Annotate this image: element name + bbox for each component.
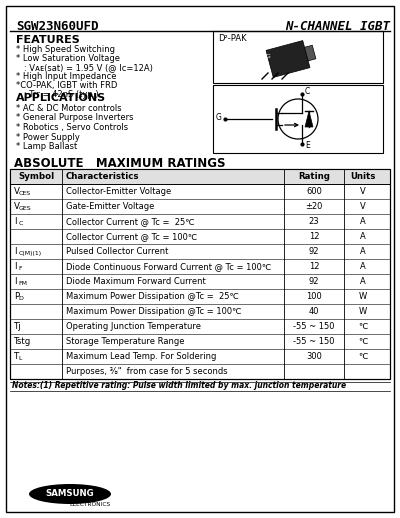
Text: Storage Temperature Range: Storage Temperature Range (66, 337, 184, 346)
Text: ELECTRONICS: ELECTRONICS (69, 502, 111, 508)
Bar (10, 169, 390, 379)
Text: Diode Maximum Forward Current: Diode Maximum Forward Current (66, 277, 206, 286)
Text: V: V (14, 202, 20, 211)
Text: A: A (360, 262, 366, 271)
Text: FEATURES: FEATURES (16, 35, 80, 45)
Text: Diode Continuous Forward Current @ Tc = 100℃: Diode Continuous Forward Current @ Tc = … (66, 262, 271, 271)
Text: ℃: ℃ (358, 352, 368, 361)
Text: F: F (18, 266, 22, 271)
Text: W: W (359, 307, 367, 316)
Text: Collector Current @ Tc = 100℃: Collector Current @ Tc = 100℃ (66, 232, 197, 241)
Text: C: C (18, 221, 23, 226)
Text: : Trr = 42nS (typ.): : Trr = 42nS (typ.) (16, 90, 99, 99)
Polygon shape (304, 45, 316, 61)
Text: I: I (14, 247, 16, 256)
Text: Tj: Tj (14, 322, 22, 331)
Text: C(M)(1): C(M)(1) (18, 251, 42, 256)
Text: Characteristics: Characteristics (66, 172, 140, 181)
Text: D²-PAK: D²-PAK (218, 34, 247, 43)
Bar (213, 85, 383, 153)
Text: A: A (360, 232, 366, 241)
Text: Gate-Emitter Voltage: Gate-Emitter Voltage (66, 202, 154, 211)
Text: Symbol: Symbol (18, 172, 54, 181)
Text: * General Purpose Inverters: * General Purpose Inverters (16, 113, 134, 122)
Text: Maximum Power Dissipation @Tc = 100℃: Maximum Power Dissipation @Tc = 100℃ (66, 307, 242, 316)
Text: SGW23N60UFD: SGW23N60UFD (16, 20, 98, 33)
Text: D: D (18, 296, 23, 301)
Text: ABSOLUTE   MAXIMUM RATINGS: ABSOLUTE MAXIMUM RATINGS (14, 157, 226, 170)
Text: I: I (14, 277, 16, 286)
Bar (10, 169, 390, 184)
Text: * Robotics , Servo Controls: * Robotics , Servo Controls (16, 123, 128, 132)
Text: Tstg: Tstg (14, 337, 31, 346)
Text: APPLICATIONS: APPLICATIONS (16, 93, 106, 103)
Text: * Power Supply: * Power Supply (16, 133, 80, 141)
Text: * High Speed Switching: * High Speed Switching (16, 45, 115, 54)
Text: * High Input Impedance: * High Input Impedance (16, 72, 116, 81)
Text: Units: Units (350, 172, 376, 181)
Text: 12: 12 (309, 232, 319, 241)
Text: 1G: 1G (262, 54, 271, 60)
Text: A: A (360, 247, 366, 256)
Text: Maximum Power Dissipation @Tc =  25℃: Maximum Power Dissipation @Tc = 25℃ (66, 292, 239, 301)
Text: -55 ~ 150: -55 ~ 150 (293, 337, 335, 346)
Text: ℃: ℃ (358, 337, 368, 346)
Polygon shape (305, 111, 313, 127)
Bar (213, 31, 383, 83)
Text: N-CHANNEL IGBT: N-CHANNEL IGBT (285, 20, 390, 33)
Text: Pulsed Collector Current: Pulsed Collector Current (66, 247, 168, 256)
Bar (10, 169, 390, 379)
Ellipse shape (29, 484, 111, 504)
Text: FM: FM (18, 281, 28, 286)
Text: ℃: ℃ (358, 322, 368, 331)
Text: V: V (14, 187, 20, 196)
Polygon shape (266, 40, 310, 77)
Text: Operating Junction Temperature: Operating Junction Temperature (66, 322, 201, 331)
Text: L: L (18, 356, 22, 361)
Text: A: A (360, 277, 366, 286)
Text: -55 ~ 150: -55 ~ 150 (293, 322, 335, 331)
Text: Maximum Lead Temp. For Soldering: Maximum Lead Temp. For Soldering (66, 352, 216, 361)
Text: Notes:(1) Repetitive rating: Pulse width limited by max. junction temperature: Notes:(1) Repetitive rating: Pulse width… (12, 381, 346, 390)
Text: CES: CES (18, 191, 31, 196)
Text: : Vᴀᴇ(sat) = 1.95 V (@ Ic=12A): : Vᴀᴇ(sat) = 1.95 V (@ Ic=12A) (16, 63, 153, 72)
Text: 300: 300 (306, 352, 322, 361)
Text: * Low Saturation Voltage: * Low Saturation Voltage (16, 54, 120, 63)
Text: 40: 40 (309, 307, 319, 316)
Text: C: C (305, 88, 310, 96)
Text: 100: 100 (306, 292, 322, 301)
Text: GES: GES (18, 206, 31, 211)
Text: 12: 12 (309, 262, 319, 271)
Text: 600: 600 (306, 187, 322, 196)
Text: *CO-PAK, IGBT with FRD: *CO-PAK, IGBT with FRD (16, 81, 117, 90)
Text: I: I (14, 262, 16, 271)
Text: Collector-Emitter Voltage: Collector-Emitter Voltage (66, 187, 171, 196)
Text: Collector Current @ Tc =  25℃: Collector Current @ Tc = 25℃ (66, 217, 195, 226)
Text: * Lamp Ballast: * Lamp Ballast (16, 142, 77, 151)
Text: 92: 92 (309, 277, 319, 286)
Text: ±20: ±20 (305, 202, 323, 211)
Text: I: I (14, 217, 16, 226)
Text: V: V (360, 202, 366, 211)
Text: Rating: Rating (298, 172, 330, 181)
Text: G: G (216, 113, 222, 122)
Text: P: P (14, 292, 19, 301)
Text: T: T (14, 352, 19, 361)
Text: Purposes, ⅜"  from case for 5 seconds: Purposes, ⅜" from case for 5 seconds (66, 367, 228, 376)
Text: A: A (360, 217, 366, 226)
Text: * AC & DC Motor controls: * AC & DC Motor controls (16, 104, 122, 113)
Text: 92: 92 (309, 247, 319, 256)
Text: W: W (359, 292, 367, 301)
Text: 23: 23 (309, 217, 319, 226)
Text: SAMSUNG: SAMSUNG (46, 488, 94, 497)
Text: V: V (360, 187, 366, 196)
Text: E: E (305, 141, 310, 151)
